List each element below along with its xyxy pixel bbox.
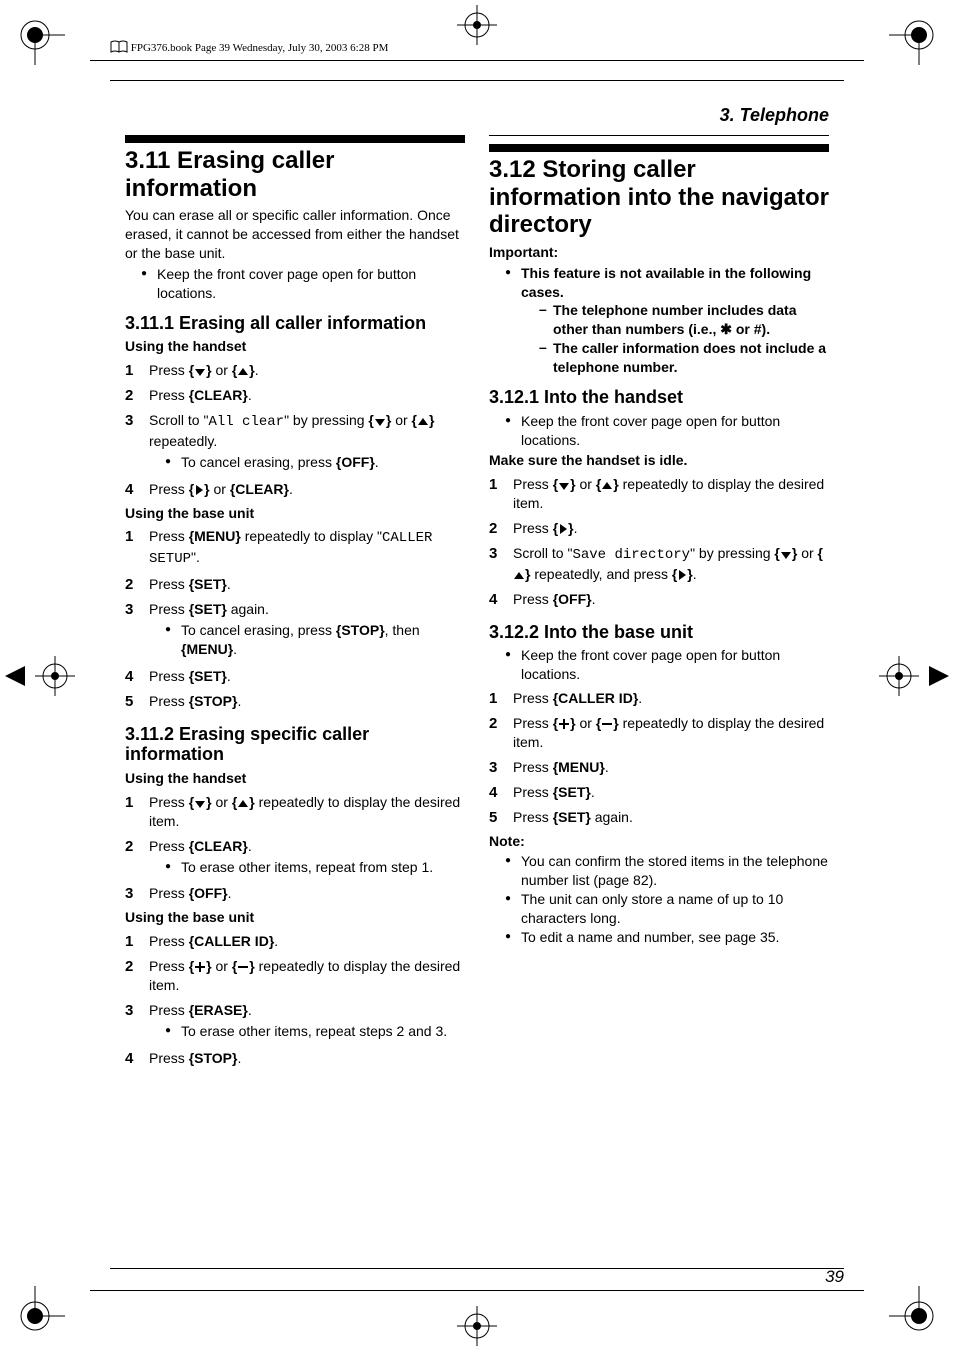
using-handset-heading-2: Using the handset [125,769,465,788]
note-item: You can confirm the stored items in the … [505,852,829,890]
down-arrow-icon [374,417,386,427]
step: 1 Press {} or {} repeatedly to display t… [489,472,829,516]
step: 2 Press {CLEAR}. [125,383,465,408]
up-arrow-icon [237,799,249,809]
subsection-3-12-2: 3.12.2 Into the base unit [489,622,829,643]
step: 4 Press {SET}. [489,780,829,805]
right-arrow-icon [677,569,687,581]
steps-3-12-2: 1 Press {CALLER ID}. 2 Press {} or {} re… [489,686,829,829]
right-arrow-icon [558,523,568,535]
step: 2 Press {}. [489,516,829,541]
section-title-3-11: 3.11 Erasing caller information [125,147,465,202]
step: 3 Scroll to "Save directory" by pressing… [489,541,829,587]
step: 2 Press {} or {} repeatedly to display t… [489,711,829,755]
plus-icon [558,718,570,730]
make-sure-idle: Make sure the handset is idle. [489,451,829,470]
step: 4 Press {SET}. [125,664,465,689]
cover-bullet: Keep the front cover page open for butto… [505,646,829,684]
register-mark-top [442,5,512,45]
step: 4 Press {} or {CLEAR}. [125,477,465,502]
intro-bullet: Keep the front cover page open for butto… [141,265,465,303]
left-column: 3.11 Erasing caller information You can … [125,95,465,1256]
important-label: Important: [489,243,829,262]
chapter-header: 3. Telephone [489,95,829,136]
sub-bullet: To cancel erasing, press {OFF}. [165,453,465,472]
down-arrow-icon [780,550,792,560]
step: 3 Press {OFF}. [125,881,465,906]
right-column: 3. Telephone 3.12 Storing caller informa… [489,95,829,1256]
important-sub: The telephone number includes data other… [539,301,829,339]
important-sub: The caller information does not include … [539,339,829,377]
up-arrow-icon [601,481,613,491]
step: 1 Press {MENU} repeatedly to display "CA… [125,524,465,572]
step: 1 Press {CALLER ID}. [125,929,465,954]
using-handset-heading: Using the handset [125,337,465,356]
steps-3-11-1-base: 1 Press {MENU} repeatedly to display "CA… [125,524,465,713]
intro-text: You can erase all or specific caller inf… [125,206,465,263]
important-bullet: This feature is not available in the fol… [505,264,829,377]
section-topbar [125,135,465,143]
step: 4 Press {STOP}. [125,1046,465,1071]
note-item: The unit can only store a name of up to … [505,890,829,928]
steps-3-12-1: 1 Press {} or {} repeatedly to display t… [489,472,829,611]
step: 1 Press {CALLER ID}. [489,686,829,711]
note-label: Note: [489,832,829,851]
step: 2 Press {SET}. [125,572,465,597]
book-icon [110,40,128,54]
step: 3 Press {SET} again. To cancel erasing, … [125,597,465,664]
page-root: FPG376.book Page 39 Wednesday, July 30, … [0,0,954,1351]
subsection-3-12-1: 3.12.1 Into the handset [489,387,829,408]
subsection-3-11-1: 3.11.1 Erasing all caller information [125,313,465,334]
note-item: To edit a name and number, see page 35. [505,928,829,947]
using-base-heading-2: Using the base unit [125,908,465,927]
footer-rule [110,1268,844,1269]
step: 4 Press {OFF}. [489,587,829,612]
running-header: FPG376.book Page 39 Wednesday, July 30, … [110,40,844,56]
sub-bullet: To erase other items, repeat steps 2 and… [165,1022,465,1041]
steps-3-11-1-handset: 1 Press {} or {}. 2 Press {CLEAR}. 3 Scr… [125,358,465,501]
step: 2 Press {CLEAR}. To erase other items, r… [125,834,465,882]
register-mark-right [879,656,949,696]
step: 1 Press {} or {}. [125,358,465,383]
cropmark-bottom-left [5,1286,65,1346]
minus-icon [237,961,249,973]
step: 1 Press {} or {} repeatedly to display t… [125,790,465,834]
sub-bullet: To erase other items, repeat from step 1… [165,858,465,877]
section-title-3-12: 3.12 Storing caller information into the… [489,156,829,239]
up-arrow-icon [237,367,249,377]
step: 5 Press {SET} again. [489,805,829,830]
down-arrow-icon [194,367,206,377]
cropmark-bottom-right [889,1286,949,1346]
register-mark-left [5,656,75,696]
step: 5 Press {STOP}. [125,689,465,714]
page-number: 39 [825,1266,844,1289]
steps-3-11-2-handset: 1 Press {} or {} repeatedly to display t… [125,790,465,906]
up-arrow-icon [513,571,525,581]
down-arrow-icon [194,799,206,809]
content-area: 3.11 Erasing caller information You can … [125,95,829,1256]
cropmark-top-left [5,5,65,65]
step: 3 Press {MENU}. [489,755,829,780]
subsection-3-11-2: 3.11.2 Erasing specific caller informati… [125,724,465,765]
register-mark-bottom [442,1306,512,1346]
step: 3 Scroll to "All clear" by pressing {} o… [125,408,465,477]
cropmark-top-right [889,5,949,65]
step: 2 Press {} or {} repeatedly to display t… [125,954,465,998]
header-text: FPG376.book Page 39 Wednesday, July 30, … [131,42,389,54]
steps-3-11-2-base: 1 Press {CALLER ID}. 2 Press {} or {} re… [125,929,465,1070]
section-topbar [489,144,829,152]
right-arrow-icon [194,484,204,496]
plus-icon [194,961,206,973]
step: 3 Press {ERASE}. To erase other items, r… [125,998,465,1046]
up-arrow-icon [417,417,429,427]
using-base-heading: Using the base unit [125,504,465,523]
sub-bullet: To cancel erasing, press {STOP}, then {M… [165,621,465,659]
minus-icon [601,718,613,730]
cover-bullet: Keep the front cover page open for butto… [505,412,829,450]
down-arrow-icon [558,481,570,491]
